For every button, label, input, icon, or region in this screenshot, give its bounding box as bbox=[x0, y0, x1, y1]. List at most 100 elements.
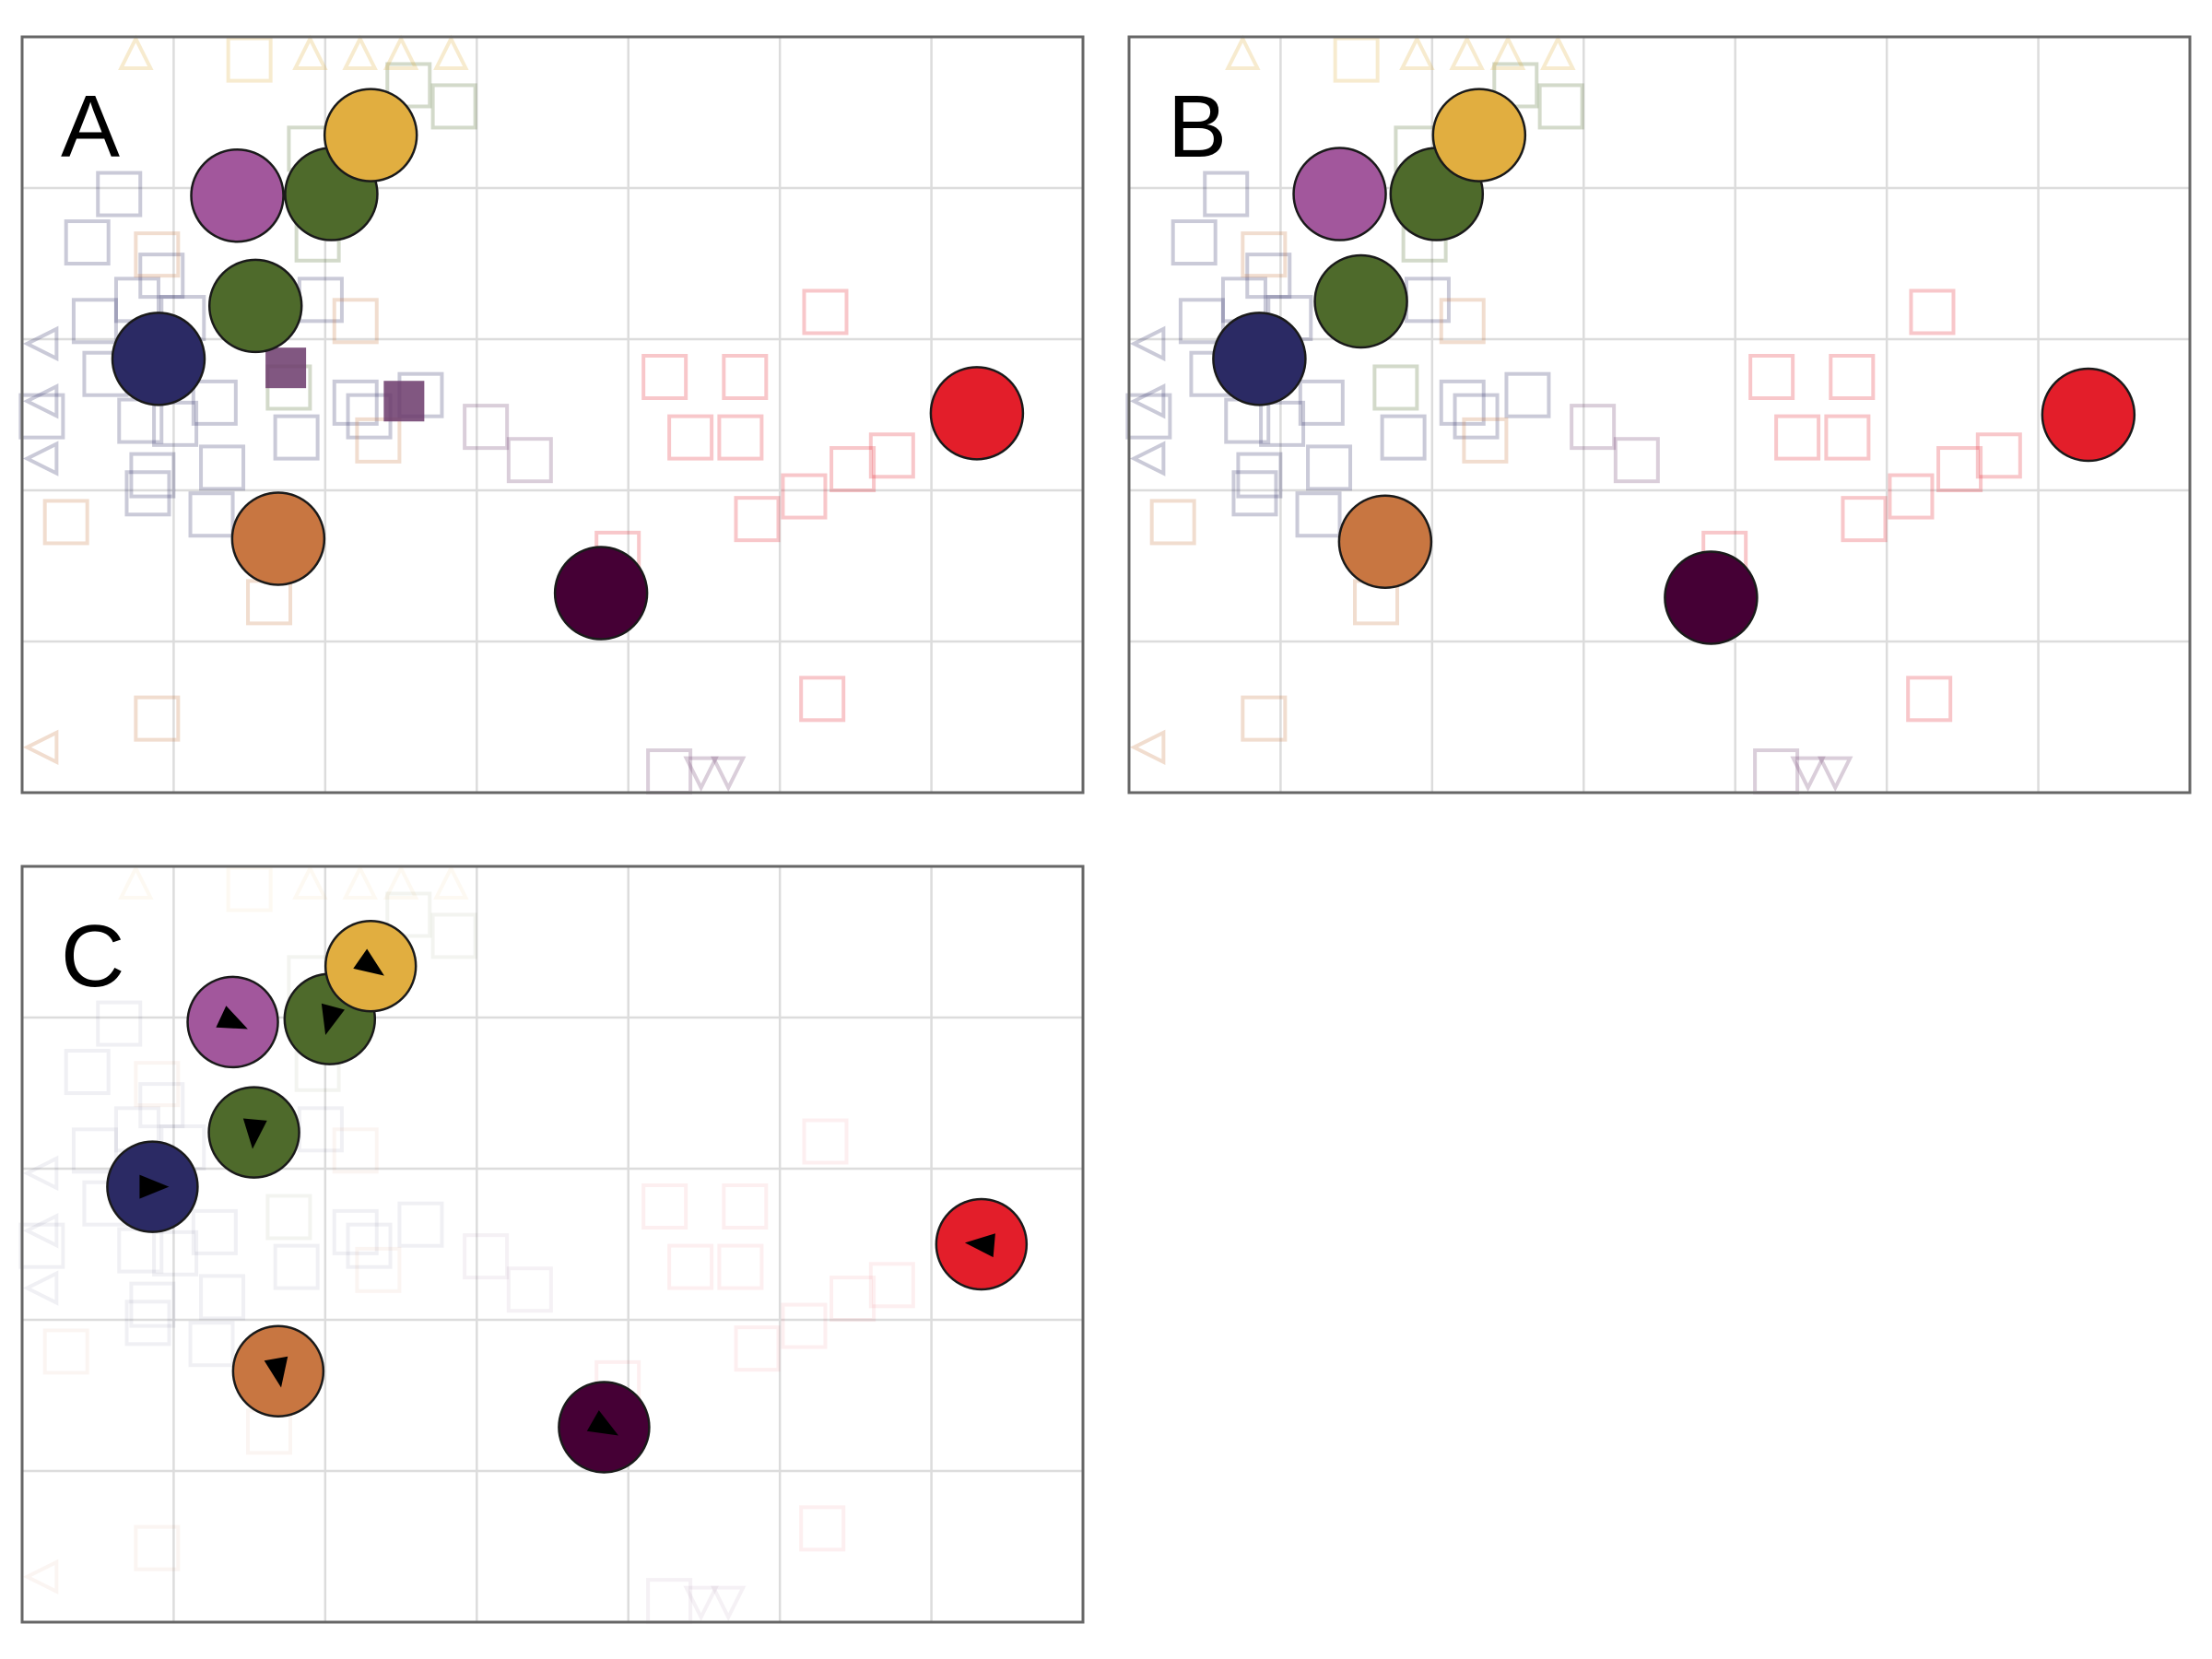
background-marker bbox=[191, 1208, 238, 1255]
background-marker bbox=[134, 1061, 181, 1108]
background-marker bbox=[781, 473, 828, 520]
point bbox=[1337, 494, 1433, 590]
background-marker bbox=[191, 379, 238, 426]
background-marker bbox=[134, 231, 181, 278]
background-marker bbox=[722, 1183, 769, 1230]
background-marker bbox=[1888, 473, 1935, 520]
background-marker bbox=[71, 1127, 118, 1174]
direction-arrow bbox=[264, 1356, 288, 1388]
background-marker bbox=[96, 171, 143, 218]
point bbox=[1292, 147, 1387, 241]
background-marker bbox=[64, 219, 111, 266]
background-marker bbox=[667, 414, 714, 461]
background-marker bbox=[134, 695, 181, 742]
background-marker bbox=[1841, 496, 1888, 543]
point bbox=[1431, 88, 1527, 182]
background-marker bbox=[118, 864, 154, 900]
point bbox=[1313, 253, 1408, 349]
background-marker bbox=[22, 325, 59, 362]
background-marker bbox=[385, 891, 432, 938]
background-marker bbox=[292, 864, 328, 900]
background-marker bbox=[667, 1243, 714, 1290]
background-marker bbox=[1203, 171, 1250, 218]
background-marker bbox=[711, 1585, 747, 1622]
background-marker bbox=[799, 676, 846, 723]
point bbox=[323, 88, 418, 182]
background-marker bbox=[1540, 34, 1576, 71]
background-marker bbox=[1231, 470, 1278, 517]
background-marker bbox=[71, 298, 118, 345]
background-marker bbox=[1439, 379, 1486, 426]
background-marker bbox=[138, 253, 185, 300]
direction-arrow bbox=[321, 1003, 345, 1036]
background-marker bbox=[226, 36, 273, 83]
background-marker bbox=[463, 1233, 510, 1280]
direction-arrow bbox=[353, 948, 384, 976]
background-marker bbox=[1298, 379, 1345, 426]
background-marker bbox=[799, 1505, 846, 1552]
background-marker bbox=[273, 414, 320, 461]
background-marker bbox=[641, 354, 688, 400]
panel-background bbox=[22, 866, 1083, 1622]
background-marker bbox=[292, 34, 328, 71]
background-marker bbox=[22, 1213, 59, 1249]
panel-border bbox=[20, 865, 1085, 1624]
panel: A bbox=[18, 34, 1085, 795]
background-marker bbox=[683, 756, 719, 793]
background-marker bbox=[1259, 400, 1306, 447]
background-marker bbox=[1125, 393, 1172, 440]
background-marker bbox=[22, 383, 59, 419]
background-marker bbox=[683, 1585, 719, 1622]
background-marker bbox=[22, 441, 59, 477]
point bbox=[230, 491, 326, 586]
background-marker bbox=[134, 1524, 181, 1571]
direction-arrow bbox=[586, 1410, 618, 1436]
background-marker bbox=[1489, 34, 1526, 71]
background-marker bbox=[1149, 499, 1196, 546]
background-marker bbox=[1774, 414, 1821, 461]
highlight-marker bbox=[265, 347, 307, 389]
background-marker bbox=[152, 1230, 199, 1277]
background-marker bbox=[265, 1194, 312, 1241]
background-marker bbox=[717, 1243, 764, 1290]
background-marker bbox=[199, 1274, 246, 1321]
panel-label: B bbox=[1168, 77, 1227, 176]
background-marker bbox=[22, 1155, 59, 1192]
background-marker bbox=[1380, 414, 1427, 461]
background-marker bbox=[722, 354, 769, 400]
background-marker bbox=[717, 414, 764, 461]
direction-arrow bbox=[964, 1233, 995, 1258]
background-marker bbox=[188, 491, 235, 538]
background-marker bbox=[1504, 371, 1551, 418]
background-marker bbox=[1333, 36, 1380, 83]
highlight-marker bbox=[383, 381, 425, 422]
background-marker bbox=[332, 298, 379, 345]
background-marker bbox=[433, 34, 469, 71]
background-marker bbox=[1178, 298, 1225, 345]
background-marker bbox=[22, 1270, 59, 1306]
background-marker bbox=[42, 1328, 89, 1375]
background-marker bbox=[1829, 354, 1876, 400]
background-marker bbox=[273, 1243, 320, 1290]
panel-border bbox=[1127, 35, 2192, 794]
background-marker bbox=[226, 865, 273, 912]
background-marker bbox=[1824, 414, 1871, 461]
panel-border bbox=[20, 35, 1085, 794]
background-marker bbox=[385, 62, 432, 109]
background-marker bbox=[1439, 298, 1486, 345]
background-marker bbox=[355, 417, 402, 464]
background-marker bbox=[506, 437, 553, 484]
background-marker bbox=[382, 864, 419, 900]
background-marker bbox=[1399, 34, 1435, 71]
background-marker bbox=[1306, 444, 1353, 491]
background-marker bbox=[802, 1118, 849, 1165]
background-marker bbox=[1537, 83, 1584, 130]
panel: B bbox=[1125, 34, 2192, 795]
background-marker bbox=[1975, 432, 2022, 479]
background-marker bbox=[397, 1201, 444, 1248]
background-marker bbox=[1129, 383, 1166, 419]
background-marker bbox=[124, 1300, 171, 1347]
background-marker bbox=[332, 1208, 379, 1255]
panel-label: C bbox=[61, 907, 124, 1006]
background-marker bbox=[1241, 695, 1288, 742]
